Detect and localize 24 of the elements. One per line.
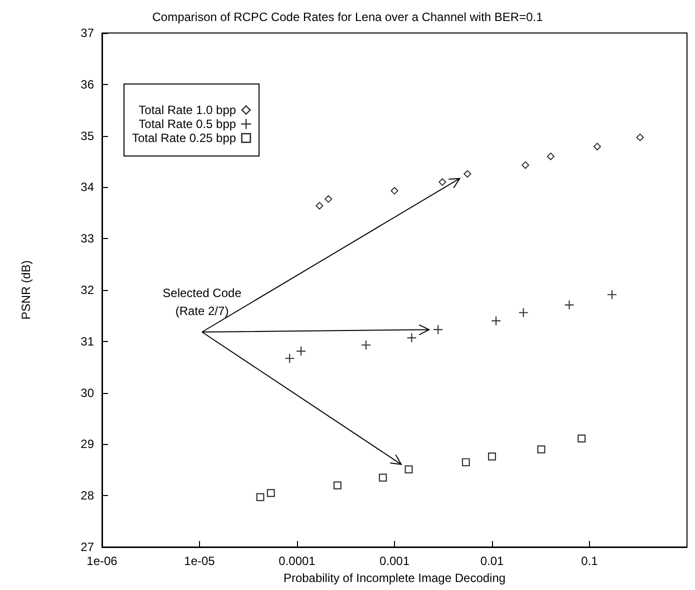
chart-title: Comparison of RCPC Code Rates for Lena over a Channel with BER=0.1 [152, 10, 544, 24]
legend-label: Total Rate 1.0 bpp [138, 103, 236, 117]
y-tick-label: 33 [80, 232, 94, 246]
legend-label: Total Rate 0.25 bpp [132, 131, 236, 145]
y-axis-title: PSNR (dB) [19, 260, 33, 320]
y-tick-label: 35 [80, 128, 94, 143]
y-tick-label: 31 [80, 334, 94, 348]
y-tick-label: 37 [80, 26, 94, 40]
y-tick-label: 28 [80, 488, 94, 503]
x-tick-label: 1e-06 [86, 554, 118, 568]
x-tick-label: 0.001 [379, 554, 410, 568]
annotation: Selected Code (Rate 2/7) [162, 286, 242, 318]
y-tick-label: 34 [80, 180, 94, 194]
x-tick-label: 0.01 [480, 554, 504, 568]
x-tick-label: 0.0001 [278, 554, 316, 568]
y-tick-label: 36 [80, 77, 94, 92]
x-tick-label: 0.1 [581, 554, 598, 568]
x-axis-title: Probability of Incomplete Image Decoding [283, 570, 506, 585]
y-tick-label: 27 [80, 540, 94, 554]
legend-label: Total Rate 0.5 bpp [138, 117, 236, 131]
x-tick-label: 1e-05 [184, 554, 216, 568]
y-tick-label: 32 [80, 283, 94, 297]
y-tick-label: 29 [80, 437, 94, 452]
y-tick-label: 30 [80, 386, 94, 400]
